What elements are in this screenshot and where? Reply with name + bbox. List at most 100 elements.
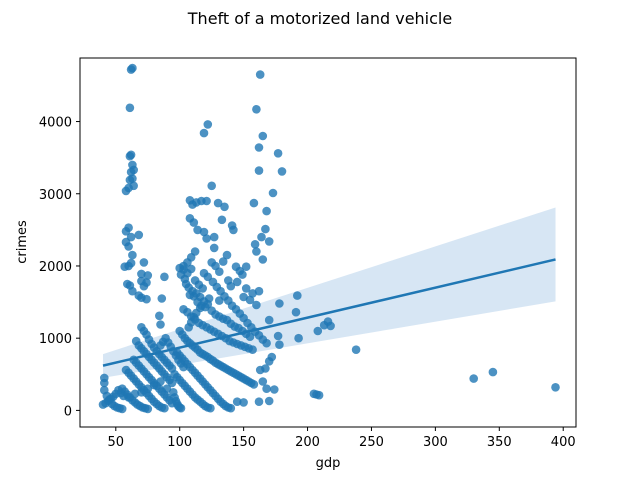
data-point <box>488 367 498 377</box>
data-point <box>245 295 255 305</box>
data-point <box>249 380 259 389</box>
data-point <box>254 286 264 296</box>
data-point <box>209 243 219 253</box>
data-point <box>213 198 223 208</box>
data-point <box>252 105 261 114</box>
x-tick-label: 150 <box>231 435 256 450</box>
data-point <box>226 403 236 413</box>
data-point <box>326 321 335 331</box>
data-point <box>179 362 188 372</box>
chart-title: Theft of a motorized land vehicle <box>187 9 452 28</box>
x-tick-label: 300 <box>423 435 448 450</box>
x-tick-label: 250 <box>359 435 384 450</box>
y-tick-label: 3000 <box>39 188 72 203</box>
data-point <box>128 63 137 73</box>
data-point <box>268 188 278 198</box>
data-point <box>239 398 248 407</box>
data-point <box>255 365 265 375</box>
data-point <box>202 234 211 243</box>
data-point <box>222 250 232 260</box>
data-point <box>139 281 149 291</box>
data-point <box>209 232 219 242</box>
data-point <box>206 403 215 413</box>
data-point <box>125 103 135 113</box>
data-point <box>551 383 560 392</box>
data-point <box>273 331 283 341</box>
data-point <box>139 258 149 267</box>
data-point <box>143 404 153 414</box>
x-tick-label: 50 <box>108 435 125 450</box>
data-point <box>167 378 177 388</box>
data-point <box>134 291 144 300</box>
data-point <box>264 396 274 406</box>
data-point <box>469 374 479 383</box>
data-point <box>264 357 274 366</box>
data-point <box>121 227 131 236</box>
data-point <box>262 384 271 394</box>
x-tick-label: 200 <box>295 435 320 450</box>
data-point <box>270 385 279 394</box>
plot-frame <box>79 57 577 428</box>
data-point <box>262 338 271 348</box>
data-point <box>160 272 169 282</box>
x-tick-label: 350 <box>487 435 512 450</box>
data-point <box>314 390 324 400</box>
data-point <box>179 261 188 271</box>
y-tick-label: 2000 <box>39 260 72 275</box>
data-point <box>203 299 213 309</box>
data-point <box>294 333 303 343</box>
data-point <box>167 364 177 373</box>
regression-line <box>102 258 556 367</box>
data-point <box>257 232 266 242</box>
data-point <box>203 120 213 129</box>
x-tick-label: 100 <box>167 435 192 450</box>
x-tick-label: 400 <box>551 435 576 450</box>
data-point <box>176 403 186 413</box>
data-point <box>120 262 129 272</box>
data-point <box>250 240 260 249</box>
points-layer <box>98 63 560 414</box>
y-tick-label: 0 <box>64 404 72 419</box>
data-point <box>252 300 261 310</box>
data-point <box>195 303 205 313</box>
data-point <box>258 131 268 141</box>
data-point <box>117 404 127 414</box>
data-point <box>98 400 108 409</box>
data-point <box>241 262 251 272</box>
data-point <box>293 291 302 300</box>
data-point <box>229 225 238 235</box>
data-point <box>160 403 169 413</box>
data-point <box>149 380 159 390</box>
data-point <box>254 397 264 407</box>
data-point <box>124 393 133 402</box>
data-point <box>254 143 264 152</box>
data-point <box>217 215 227 225</box>
data-point <box>199 227 209 237</box>
data-point <box>143 271 153 280</box>
data-point <box>142 294 151 304</box>
data-point <box>134 230 144 240</box>
data-point <box>143 384 153 394</box>
data-point <box>232 397 242 407</box>
data-point <box>100 378 109 388</box>
data-point <box>241 284 251 293</box>
data-point <box>248 345 257 355</box>
y-axis-ticks: 0 1000 2000 3000 4000 <box>39 116 80 419</box>
data-point <box>262 206 271 216</box>
data-point <box>232 277 242 287</box>
data-point <box>189 218 199 227</box>
y-tick-label: 1000 <box>39 332 72 347</box>
data-point <box>156 320 165 329</box>
data-point <box>202 196 211 206</box>
y-axis-label: crimes <box>15 220 30 264</box>
data-point <box>264 315 274 325</box>
data-point <box>215 267 224 277</box>
data-point <box>218 257 228 266</box>
data-point <box>226 281 236 291</box>
data-point <box>155 311 164 321</box>
data-point <box>137 388 146 397</box>
data-point <box>275 340 284 350</box>
data-point <box>264 237 274 246</box>
data-point <box>207 181 216 191</box>
